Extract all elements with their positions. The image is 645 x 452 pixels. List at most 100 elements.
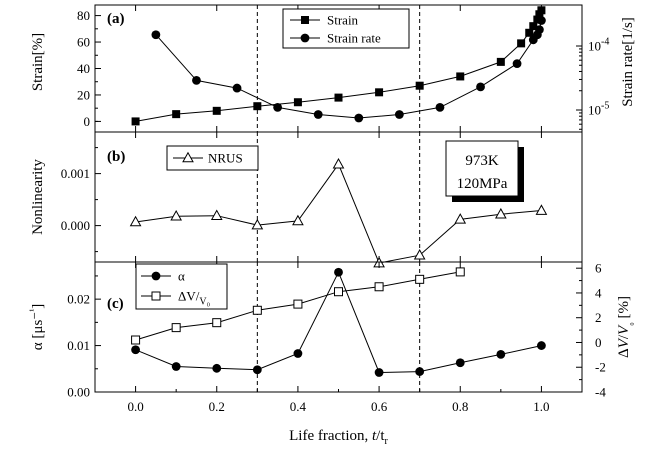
alpha-point <box>252 365 262 375</box>
panel-c-ytick-label-2: 0.02 <box>67 292 90 307</box>
x-tick-label-1: 0.2 <box>209 399 225 414</box>
strain-rate-point <box>354 113 364 123</box>
x-tick-label-5: 1.0 <box>533 399 549 414</box>
strain-rate-point <box>537 16 546 25</box>
strain-rate-point <box>192 76 201 85</box>
nrus-point <box>413 249 426 260</box>
panel-b-ytick-label-1: 0.001 <box>61 166 90 181</box>
panel-a-ytick-label-4: 80 <box>77 8 90 23</box>
dv-v0-point <box>131 335 141 345</box>
legend-strain-label: Strain <box>327 13 359 28</box>
panel-c-right-tick-label-2: 0 <box>595 335 602 350</box>
dv-v0-point <box>334 287 343 297</box>
legend-dv-v0-marker <box>151 291 161 301</box>
strain-rate-point <box>313 110 323 119</box>
strain-point <box>131 117 140 126</box>
strain-rate-point <box>273 102 283 112</box>
nrus-point <box>535 204 548 215</box>
panel-c-legend-box <box>135 263 228 310</box>
alpha-point <box>374 368 384 377</box>
x-axis-label: Life fraction, t/tr <box>289 428 388 447</box>
strain-point <box>456 72 465 81</box>
strain-rate-point <box>232 83 242 93</box>
conditions-stress: 120MPa <box>457 176 508 192</box>
panel-a-ytick-label-3: 60 <box>77 35 90 50</box>
alpha-point <box>293 349 303 358</box>
strain-point <box>525 28 534 37</box>
panel-c-right-tick-label-0: -4 <box>595 385 606 400</box>
panel-c-right-tick-label-4: 4 <box>595 285 602 300</box>
strain-point <box>293 98 302 107</box>
legend-nrus-label: NRUS <box>208 151 243 166</box>
strain-rate-point <box>476 82 485 92</box>
strain-point <box>172 110 181 119</box>
dv-v0-point <box>293 299 303 309</box>
nrus-point <box>332 158 345 169</box>
conditions-temperature: 973K <box>465 153 499 169</box>
strain-rate-point <box>151 30 161 40</box>
panel-c-ylabel-right: ΔV/V₀ [%] <box>616 296 635 358</box>
alpha-point <box>415 367 425 376</box>
nrus-point <box>170 210 183 221</box>
alpha-point <box>496 349 506 359</box>
strain-point <box>415 81 424 90</box>
strain-point <box>375 88 384 97</box>
strain-point <box>517 39 526 48</box>
legend-strain-rate-marker <box>300 33 310 43</box>
panel-a: 0 20 40 60 80 10-5 10-4 (a) Strain Strain rate Str… <box>30 4 636 133</box>
nrus-point <box>494 207 507 219</box>
strain-rate-point <box>435 102 445 112</box>
panel-c-ytick-label-0: 0.00 <box>67 385 90 400</box>
panel-c-ylabel: α [μs⁻¹] <box>28 304 46 350</box>
x-tick-label-0: 0.0 <box>127 399 143 414</box>
panel-a-ytick-label-1: 20 <box>77 87 90 102</box>
panel-c: 0.00 0.01 0.02 -4 -2 0 2 4 6 (c) α ΔV/V₀ α [μs⁻¹] ΔV/… <box>28 261 635 400</box>
strain-point <box>253 102 262 111</box>
panel-c-right-tick-label-1: -2 <box>595 360 606 375</box>
panel-b: 0.000 0.001 (b) NRUS 973K 120MPa Nonlinearity <box>30 131 583 268</box>
alpha-point <box>131 345 140 355</box>
nrus-point <box>292 214 304 226</box>
alpha-point <box>212 363 222 373</box>
strain-point <box>529 22 538 31</box>
nrus-point <box>129 215 142 227</box>
dv-v0-point <box>171 323 181 333</box>
panel-a-label: (a) <box>107 11 125 27</box>
x-tick-label-2: 0.4 <box>290 399 307 414</box>
panel-a-ylabel: Strain[%] <box>30 33 46 91</box>
x-axis: 0.0 0.2 0.4 0.6 0.8 1.0 Life fraction, t/tr <box>94 389 550 447</box>
panel-b-label: (b) <box>107 149 125 165</box>
panel-a-right-tick-label-0: 10-5 <box>588 101 609 118</box>
nrus-point <box>210 209 223 221</box>
nrus-point <box>251 218 264 230</box>
panel-b-ylabel: Nonlinearity <box>30 159 46 235</box>
dv-v0-point <box>212 318 222 328</box>
panel-c-right-tick-label-5: 6 <box>595 261 602 276</box>
x-tick-label-3: 0.6 <box>371 399 388 414</box>
dv-v0-point <box>252 305 262 315</box>
legend-dv-v0-label: ΔV/V₀ <box>178 289 211 308</box>
panel-a-ylabel-right: Strain rate[1/s] <box>620 17 636 107</box>
alpha-point <box>334 267 343 277</box>
legend-strain-marker <box>301 16 309 24</box>
panel-c-ytick-label-1: 0.01 <box>67 338 90 353</box>
strain-rate-point <box>512 59 522 69</box>
legend-alpha-label: α <box>178 269 185 284</box>
alpha-point <box>171 362 181 371</box>
strain-rate-point <box>534 25 544 35</box>
strain-point <box>334 93 343 102</box>
panel-c-right-tick-label-3: 2 <box>595 310 602 325</box>
panel-a-right-tick-label-1: 10-4 <box>588 37 609 54</box>
strain-point <box>537 6 546 15</box>
x-tick-label-4: 0.8 <box>452 399 468 414</box>
panel-a-ytick-label-0: 0 <box>84 114 91 129</box>
panel-a-ytick-label-2: 40 <box>77 61 90 76</box>
strain-point <box>212 106 221 115</box>
panel-b-ytick-label-0: 0.000 <box>61 218 90 233</box>
nrus-point <box>454 213 467 224</box>
panel-c-label: (c) <box>107 296 124 312</box>
dv-v0-point <box>415 274 425 284</box>
dv-v0-point <box>374 282 384 292</box>
strain-point <box>496 57 505 66</box>
